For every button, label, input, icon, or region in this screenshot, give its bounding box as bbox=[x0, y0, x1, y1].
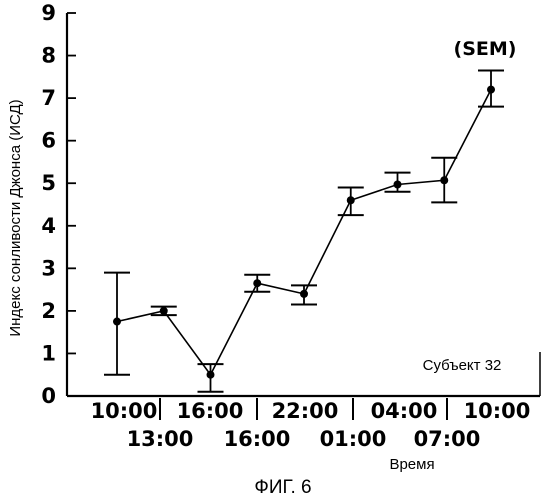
data-point bbox=[300, 290, 308, 298]
x-tick-label-top: 10:00 bbox=[91, 399, 158, 423]
y-tick-label: 4 bbox=[41, 214, 56, 238]
y-tick-label: 9 bbox=[41, 1, 56, 25]
y-tick-label: 3 bbox=[41, 256, 56, 280]
x-tick-label-top: 16:00 bbox=[177, 399, 244, 423]
x-tick-label-top: 10:00 bbox=[464, 399, 531, 423]
data-point bbox=[487, 86, 495, 94]
x-axis-ticks: 10:00 16:00 22:00 04:00 10:00 13:00 16:00 01:00… bbox=[91, 398, 531, 451]
axes bbox=[67, 13, 540, 396]
figure-caption: ФИГ. 6 bbox=[254, 477, 311, 498]
y-tick-label: 5 bbox=[41, 171, 56, 195]
x-tick-label-bottom: 01:00 bbox=[320, 427, 387, 451]
y-tick-label: 7 bbox=[41, 86, 56, 110]
data-point bbox=[394, 180, 402, 188]
sem-label: (SEM) bbox=[454, 38, 517, 60]
y-tick-label: 0 bbox=[41, 384, 56, 408]
subject-annotation: Субъект 32 bbox=[423, 357, 502, 374]
x-tick-label-bottom: 13:00 bbox=[127, 427, 194, 451]
y-tick-label: 8 bbox=[41, 44, 56, 68]
y-axis-ticks: 0 1 2 3 4 5 6 7 8 9 bbox=[41, 1, 76, 408]
data-point bbox=[160, 307, 168, 315]
y-tick-label: 1 bbox=[41, 341, 56, 365]
series bbox=[104, 70, 504, 391]
data-point bbox=[113, 318, 121, 326]
x-tick-label-top: 22:00 bbox=[272, 399, 339, 423]
data-point bbox=[440, 176, 448, 184]
y-tick-label: 2 bbox=[41, 299, 56, 323]
y-axis-label: Индекс сонливости Джонса (ИСД) bbox=[7, 99, 24, 336]
x-tick-label-top: 04:00 bbox=[371, 399, 438, 423]
data-point bbox=[207, 371, 215, 379]
x-axis-label: Время bbox=[389, 456, 434, 473]
data-point bbox=[347, 196, 355, 204]
y-tick-label: 6 bbox=[41, 129, 56, 153]
data-point bbox=[253, 279, 261, 287]
x-tick-label-bottom: 16:00 bbox=[224, 427, 291, 451]
x-tick-label-bottom: 07:00 bbox=[414, 427, 481, 451]
series-line bbox=[117, 90, 491, 375]
